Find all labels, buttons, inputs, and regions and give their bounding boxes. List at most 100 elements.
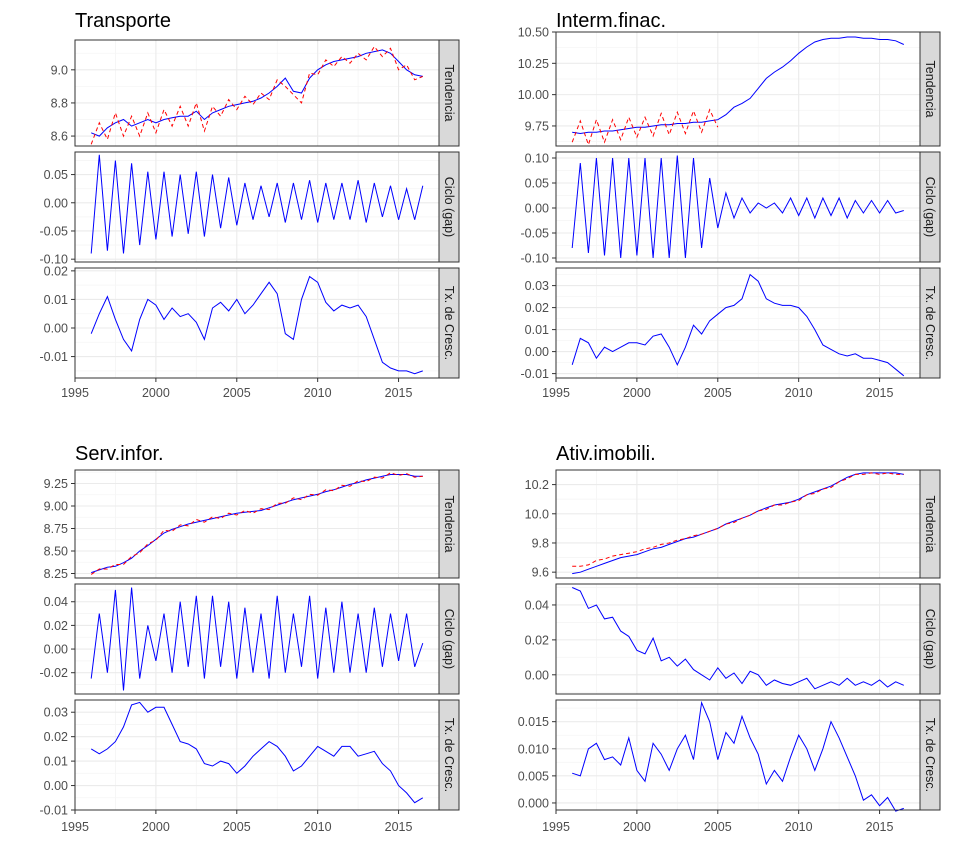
series-line-fitted bbox=[572, 36, 905, 135]
chart-title: Ativ.imobili. bbox=[556, 443, 656, 465]
y-tick-label: 0.01 bbox=[44, 755, 68, 769]
facet-strip bbox=[438, 699, 460, 811]
chart-title: Interm.finac. bbox=[556, 10, 666, 32]
series-line-observed bbox=[90, 45, 423, 145]
y-tick-label: 0.02 bbox=[44, 264, 68, 278]
y-tick-label: 0.03 bbox=[525, 279, 549, 293]
y-tick-label: 10.2 bbox=[525, 478, 549, 492]
chart-ativ-imobili: Ativ.imobili. 9.6 9.8 10.0 10.2 Tendencia 0.00… bbox=[518, 443, 941, 834]
y-tick-label: 8.6 bbox=[51, 130, 68, 144]
series-line-fitted bbox=[572, 700, 904, 812]
y-tick-label: 9.25 bbox=[44, 477, 68, 491]
y-tick-label: 10.50 bbox=[518, 26, 549, 40]
y-tick-label: 0.00 bbox=[44, 643, 68, 657]
y-tick-label: -0.10 bbox=[40, 253, 69, 267]
facet-panel: 0.00 0.02 0.04 Ciclo (gap) bbox=[525, 583, 941, 695]
facet-strip bbox=[919, 583, 941, 695]
x-tick-label: 2015 bbox=[385, 386, 413, 400]
y-tick-label: 9.75 bbox=[525, 119, 549, 133]
y-tick-label: 0.02 bbox=[525, 633, 549, 647]
y-tick-label: 0.01 bbox=[525, 323, 549, 337]
chart-title: Serv.infor. bbox=[75, 443, 164, 465]
x-tick-label: 2010 bbox=[304, 386, 332, 400]
series-line-fitted bbox=[90, 275, 423, 375]
y-tick-label: 8.50 bbox=[44, 545, 68, 559]
x-tick-label: 1995 bbox=[542, 386, 570, 400]
facet-strip-label: Ciclo (gap) bbox=[923, 609, 937, 669]
facet-strip-label: Tendencia bbox=[442, 496, 456, 553]
x-tick-label: 2010 bbox=[785, 820, 813, 834]
y-tick-label: 0.00 bbox=[44, 779, 68, 793]
facet-panel: -0.10 -0.05 0.00 0.05 Ciclo (gap) bbox=[40, 151, 460, 267]
facet-panel: -0.01 0.00 0.01 0.02 0.03 Tx. de Cresc. 1995 20… bbox=[40, 699, 460, 834]
chart-serv-infor: Serv.infor. 8.25 8.50 8.75 9.00 9.25 Tendencia… bbox=[40, 443, 460, 834]
x-tick-label: 2000 bbox=[142, 820, 170, 834]
facet-strip bbox=[438, 469, 460, 579]
series-line-fitted bbox=[572, 587, 904, 690]
y-tick-label: 0.00 bbox=[525, 202, 549, 216]
y-tick-label: -0.05 bbox=[40, 224, 69, 238]
series-line-fitted bbox=[90, 701, 424, 804]
y-tick-label: 0.05 bbox=[44, 168, 68, 182]
facet-strip bbox=[438, 267, 460, 379]
chart-interm-finac: Interm.finac. 9.75 10.00 10.25 10.50 Tendenci… bbox=[518, 10, 941, 400]
y-tick-label: 9.0 bbox=[51, 63, 68, 77]
chart-transporte: Transporte 8.6 8.8 9.0 Tendencia -0.10 -0.05 0.… bbox=[40, 10, 460, 400]
facet-strip-label: Tx. de Cresc. bbox=[923, 718, 937, 792]
facet-panel: 8.25 8.50 8.75 9.00 9.25 Tendencia bbox=[44, 469, 460, 581]
y-tick-label: 0.03 bbox=[44, 706, 68, 720]
x-tick-label: 2005 bbox=[704, 820, 732, 834]
y-tick-label: 8.25 bbox=[44, 567, 68, 581]
facet-strip bbox=[438, 583, 460, 695]
y-tick-label: 0.02 bbox=[525, 301, 549, 315]
x-tick-label: 1995 bbox=[61, 820, 89, 834]
y-tick-label: 9.8 bbox=[532, 536, 549, 550]
series-line-fitted bbox=[571, 273, 905, 377]
x-tick-label: 2010 bbox=[785, 386, 813, 400]
x-tick-label: 2015 bbox=[866, 820, 894, 834]
facet-strip bbox=[919, 699, 941, 811]
series-line-fitted bbox=[90, 154, 424, 254]
x-tick-label: 2005 bbox=[223, 820, 251, 834]
series-line-observed bbox=[572, 472, 904, 567]
facet-panel: 9.6 9.8 10.0 10.2 Tendencia bbox=[525, 469, 941, 580]
facet-strip-label: Ciclo (gap) bbox=[923, 177, 937, 237]
series-line-observed bbox=[90, 472, 423, 575]
x-tick-label: 2005 bbox=[704, 386, 732, 400]
facet-strip-label: Tendencia bbox=[442, 65, 456, 122]
panel-background bbox=[556, 470, 920, 578]
facet-strip bbox=[919, 267, 941, 379]
x-tick-label: 2000 bbox=[623, 820, 651, 834]
y-tick-label: 0.010 bbox=[518, 742, 549, 756]
y-tick-label: 10.0 bbox=[525, 507, 549, 521]
facet-strip bbox=[438, 39, 460, 147]
panel-background bbox=[556, 584, 920, 694]
series-line-fitted bbox=[91, 49, 423, 137]
panel-background bbox=[556, 268, 920, 378]
y-tick-label: 9.00 bbox=[44, 500, 68, 514]
panel-background bbox=[75, 40, 439, 146]
series-line-fitted bbox=[572, 472, 904, 575]
facet-panel: 9.75 10.00 10.25 10.50 Tendencia bbox=[518, 26, 941, 147]
facet-strip bbox=[919, 151, 941, 263]
y-tick-label: 0.00 bbox=[44, 196, 68, 210]
facet-panel: -0.10 -0.05 0.00 0.05 0.10 Ciclo (gap) bbox=[521, 151, 941, 266]
chart-title: Transporte bbox=[75, 10, 171, 32]
y-tick-label: 0.015 bbox=[518, 715, 549, 729]
series-line-fitted bbox=[571, 155, 904, 259]
panel-background bbox=[75, 152, 439, 262]
panel-background bbox=[75, 700, 439, 810]
x-tick-label: 1995 bbox=[61, 386, 89, 400]
y-tick-label: 0.05 bbox=[525, 177, 549, 191]
y-tick-label: 0.01 bbox=[44, 293, 68, 307]
y-tick-label: -0.10 bbox=[521, 252, 550, 266]
facet-strip bbox=[438, 151, 460, 263]
y-tick-label: 0.10 bbox=[525, 152, 549, 166]
x-tick-label: 1995 bbox=[542, 820, 570, 834]
panel-background bbox=[556, 32, 920, 146]
y-tick-label: 0.00 bbox=[525, 668, 549, 682]
y-tick-label: 10.00 bbox=[518, 88, 549, 102]
facet-strip bbox=[919, 31, 941, 147]
y-tick-label: 0.02 bbox=[44, 619, 68, 633]
